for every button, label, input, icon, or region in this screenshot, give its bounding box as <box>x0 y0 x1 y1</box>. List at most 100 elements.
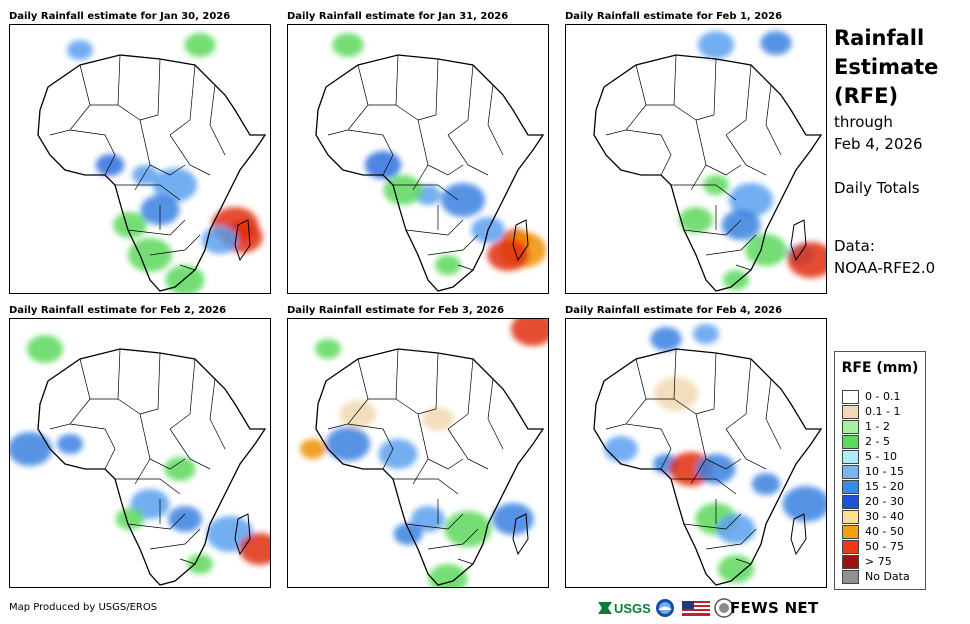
legend-item: No Data <box>842 569 922 584</box>
country-border <box>115 184 181 201</box>
country-border <box>134 164 151 191</box>
country-border <box>127 219 186 236</box>
rain-patch <box>492 503 534 535</box>
legend-item: 2 - 5 <box>842 434 922 449</box>
legend-swatch <box>842 450 859 464</box>
country-border <box>695 119 742 176</box>
rain-patch <box>332 33 364 57</box>
madagascar-outline <box>790 219 807 262</box>
legend-item: 20 - 30 <box>842 494 922 509</box>
country-border <box>149 234 201 256</box>
legend-swatch <box>842 555 859 569</box>
us-flag-icon <box>682 601 710 616</box>
country-border <box>149 528 201 550</box>
fews-net-logo: FEWS NET <box>730 599 819 617</box>
country-border <box>347 423 394 470</box>
map-panel-2: Daily Rainfall estimate for Jan 31, 2026 <box>287 10 549 300</box>
map-canvas <box>593 31 826 292</box>
country-border <box>327 64 369 136</box>
madagascar-outline <box>512 219 529 262</box>
through-label: through <box>834 113 893 131</box>
legend-item: 0 - 0.1 <box>842 389 922 404</box>
rain-patch <box>168 506 202 532</box>
legend-swatch <box>842 570 859 584</box>
coastline <box>37 348 267 586</box>
country-border <box>427 528 479 550</box>
rain-patch <box>650 327 682 351</box>
legend-item: 10 - 15 <box>842 464 922 479</box>
map-canvas <box>37 33 267 293</box>
rainfall-map <box>565 318 827 588</box>
rain-patch <box>787 242 826 278</box>
legend-item: 50 - 75 <box>842 539 922 554</box>
rain-patch <box>184 33 216 57</box>
rain-patch <box>510 319 548 346</box>
country-border <box>179 558 196 565</box>
rain-patch <box>152 168 198 202</box>
country-border <box>49 64 91 136</box>
legend-label: 1 - 2 <box>865 420 890 433</box>
rain-patch <box>57 434 83 454</box>
legend: RFE (mm) 0 - 0.1 0.1 - 1 1 - 2 2 - 5 5 - 10 1… <box>834 351 926 590</box>
panel-title: Daily Rainfall estimate for Feb 1, 2026 <box>565 11 783 22</box>
legend-item: 1 - 2 <box>842 419 922 434</box>
country-border <box>671 478 737 495</box>
rain-patch <box>604 436 638 462</box>
country-border <box>605 64 647 136</box>
country-border <box>127 513 186 530</box>
legend-swatch <box>842 495 859 509</box>
map-panel-5: Daily Rainfall estimate for Feb 3, 2026 <box>287 304 549 594</box>
legend-swatch <box>842 390 859 404</box>
rain-patch <box>653 377 699 411</box>
country-border <box>457 264 474 271</box>
country-border <box>705 234 757 256</box>
rainfall-map <box>9 318 271 588</box>
country-border <box>139 352 161 415</box>
rain-patch <box>383 175 423 205</box>
rain-patch <box>721 210 761 240</box>
country-border <box>405 513 464 530</box>
coastline <box>593 54 823 292</box>
rain-patch <box>10 432 53 466</box>
rain-patch <box>679 207 713 233</box>
legend-item: 15 - 20 <box>842 479 922 494</box>
legend-label: No Data <box>865 570 910 583</box>
agency-logos: USGS <box>598 598 734 618</box>
country-border <box>69 129 116 176</box>
country-border <box>393 478 459 495</box>
country-border <box>683 513 742 530</box>
legend-label: 50 - 75 <box>865 540 904 553</box>
rain-patch <box>716 514 756 544</box>
country-border <box>395 348 419 415</box>
panel-title: Daily Rainfall estimate for Jan 31, 2026 <box>287 11 509 22</box>
country-border <box>417 352 439 415</box>
legend-item: 40 - 50 <box>842 524 922 539</box>
country-border <box>69 423 116 470</box>
side-title-block: Rainfall Estimate (RFE) through Feb 4, 2… <box>834 24 964 279</box>
rain-patch <box>697 31 735 59</box>
rainfall-map <box>287 24 549 294</box>
country-border <box>169 428 211 470</box>
legend-label: 0 - 0.1 <box>865 390 901 403</box>
legend-label: 0.1 - 1 <box>865 405 901 418</box>
rain-patch <box>696 454 736 484</box>
country-border <box>209 378 226 450</box>
rain-patch <box>782 486 826 522</box>
country-border <box>695 352 717 415</box>
rain-patch <box>26 335 64 363</box>
country-border <box>117 348 141 415</box>
country-border <box>179 264 196 271</box>
rain-patch <box>239 533 270 565</box>
country-border <box>417 119 464 176</box>
panel-title: Daily Rainfall estimate for Feb 2, 2026 <box>9 305 227 316</box>
country-border <box>765 378 782 450</box>
country-border <box>673 54 697 121</box>
rainfall-map <box>9 24 271 294</box>
country-border <box>209 84 226 156</box>
credit-text: Map Produced by USGS/EROS <box>9 602 158 613</box>
rain-patch <box>187 554 213 574</box>
rain-patch <box>751 473 781 495</box>
rainfall-map <box>565 24 827 294</box>
rain-patch <box>164 457 196 481</box>
country-border <box>625 129 672 176</box>
